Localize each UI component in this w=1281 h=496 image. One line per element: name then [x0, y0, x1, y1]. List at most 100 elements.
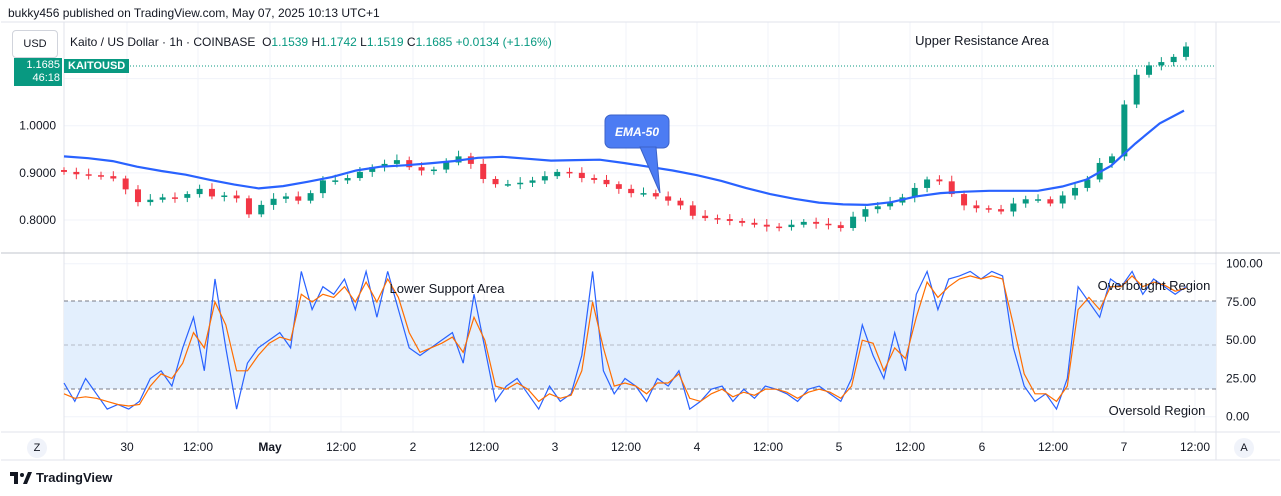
publisher-header: bukky456 published on TradingView.com, M… — [8, 6, 380, 20]
candle-body — [665, 196, 672, 201]
callout-pointer — [639, 146, 661, 194]
candle-body — [936, 179, 943, 182]
osc-tick-label: 50.00 — [1226, 333, 1256, 347]
candle-body — [1133, 74, 1140, 105]
ema-50-path — [63, 109, 1185, 207]
candle-body — [1059, 195, 1066, 204]
candle-body — [159, 197, 166, 200]
price-tick-label: 0.8000 — [19, 213, 56, 227]
candle-body — [640, 193, 647, 195]
candle-body — [492, 178, 499, 185]
candle-body — [504, 184, 511, 186]
bar-countdown: 46:18 — [32, 72, 60, 84]
candle-body — [208, 188, 215, 197]
symbol-legend[interactable]: Kaito / US Dollar · 1h · COINBASE O1.153… — [70, 35, 552, 49]
zoom-button[interactable]: Z — [27, 438, 47, 458]
candle-body — [443, 162, 450, 170]
candle-body — [1109, 156, 1116, 163]
candle-body — [554, 171, 561, 177]
oscillator-axis-labels[interactable]: 0.00 25.00 50.00 75.00 100.00 — [1226, 257, 1263, 424]
legend-change: +0.0134 (+1.16%) — [455, 35, 552, 49]
time-tick-label: 30 — [120, 440, 134, 454]
candle-body — [837, 225, 844, 229]
candle-body — [689, 205, 696, 216]
oversold-annotation: Oversold Region — [1109, 403, 1206, 418]
candle-body — [73, 171, 80, 175]
time-tick-label: 4 — [694, 440, 701, 454]
candle-body — [1022, 199, 1029, 204]
stoch-k-line — [63, 269, 1187, 411]
candle-body — [615, 184, 622, 189]
osc-tick-label: 100.00 — [1226, 257, 1263, 271]
legend-symbol: Kaito / US Dollar · 1h · COINBASE — [70, 35, 256, 49]
stochastic-lines — [63, 269, 1187, 411]
candle-body — [258, 204, 265, 215]
candle-body — [1035, 199, 1042, 201]
candle-body — [628, 188, 635, 194]
candle-body — [61, 170, 67, 172]
candle-body — [702, 215, 709, 219]
candle-body — [270, 198, 277, 205]
time-axis-labels[interactable]: 30 12:00 May 12:00 2 12:00 3 12:00 4 12:00 5 12:00 6… — [120, 440, 1210, 454]
legend-low-label: L — [360, 35, 367, 49]
candle-body — [911, 187, 918, 198]
lower-support-annotation: Lower Support Area — [390, 281, 506, 296]
candle-body — [147, 199, 154, 203]
time-tick-label: 7 — [1121, 440, 1128, 454]
auto-scale-button[interactable]: A — [1234, 438, 1254, 458]
callout-box — [604, 114, 670, 149]
price-tick-label: 1.0000 — [19, 119, 56, 133]
overbought-annotation: Overbought Region — [1098, 278, 1211, 293]
tradingview-logo-icon — [10, 471, 32, 484]
candle-body — [998, 209, 1005, 212]
candle-body — [726, 219, 733, 221]
time-tick-label: 12:00 — [895, 440, 925, 454]
candle-body — [788, 224, 795, 228]
candle-body — [184, 194, 191, 198]
candle-body — [1170, 56, 1177, 63]
candle-body — [295, 196, 302, 201]
stoch-d-line — [63, 275, 1187, 407]
candle-body — [1121, 104, 1128, 157]
time-tick-label: 2 — [410, 440, 417, 454]
candle-body — [948, 181, 955, 195]
candle-body — [973, 205, 980, 209]
candle-body — [985, 208, 992, 210]
time-tick-label: 5 — [836, 440, 843, 454]
legend-high-label: H — [311, 35, 321, 49]
tradingview-brand[interactable]: TradingView — [10, 470, 112, 485]
candle-body — [517, 182, 524, 185]
candle-body — [196, 188, 203, 195]
candle-body — [134, 189, 141, 203]
candle-body — [85, 174, 92, 176]
candle-body — [862, 209, 869, 217]
currency-button[interactable]: USD — [12, 30, 58, 58]
time-tick-label: 12:00 — [326, 440, 356, 454]
candle-body — [924, 179, 931, 188]
candle-body — [887, 202, 894, 207]
ema-50-line — [63, 109, 1185, 207]
candle-body — [221, 195, 228, 197]
ema-50-callout: EMA-50 — [604, 114, 670, 194]
candle-body — [776, 226, 783, 229]
candle-body — [418, 167, 425, 171]
price-tick-label: 0.9000 — [19, 166, 56, 180]
candle-body — [467, 156, 474, 164]
candle-body — [874, 206, 881, 210]
candle-body — [171, 197, 178, 199]
candle-body — [578, 172, 585, 179]
legend-close-label: C — [406, 35, 416, 49]
time-tick-label: 12:00 — [611, 440, 641, 454]
candle-body — [800, 221, 807, 225]
candle-body — [1010, 203, 1017, 212]
time-tick-label: 12:00 — [183, 440, 213, 454]
candle-body — [1072, 187, 1079, 196]
candle-body — [677, 200, 684, 206]
candle-body — [813, 221, 820, 224]
candle-body — [850, 216, 857, 229]
candle-body — [603, 179, 610, 185]
time-tick-label: 12:00 — [753, 440, 783, 454]
candle-body — [245, 198, 252, 215]
